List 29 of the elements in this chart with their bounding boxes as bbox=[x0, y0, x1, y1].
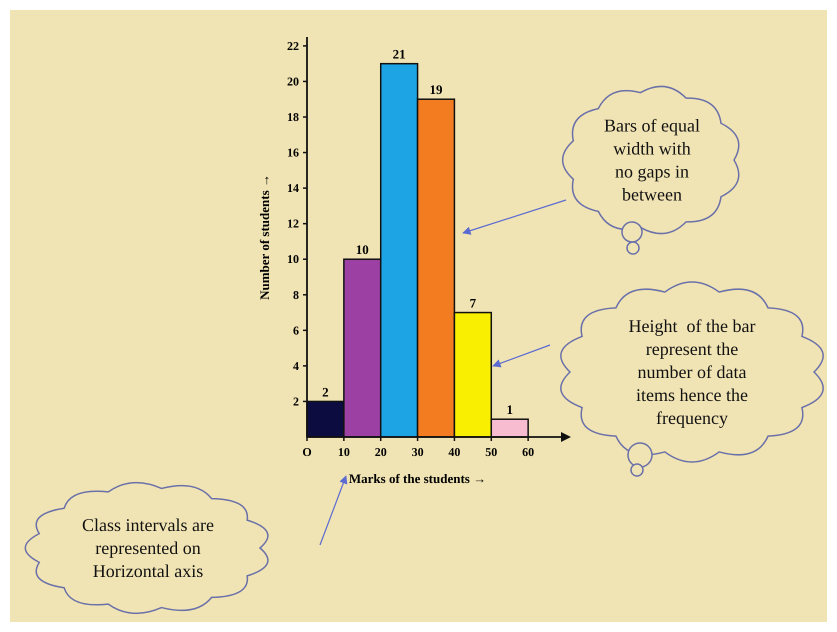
x-tick-label: O bbox=[302, 445, 312, 459]
data-label: 10 bbox=[356, 242, 369, 258]
y-tick-label: 2 bbox=[293, 394, 299, 408]
y-tick-label: 4 bbox=[293, 358, 299, 373]
text: Class intervals are represented on Horizontal axis bbox=[82, 515, 214, 581]
data-label: 7 bbox=[470, 296, 477, 311]
y-tick-label: 18 bbox=[287, 110, 299, 124]
y-tick-label: 20 bbox=[287, 74, 299, 88]
data-label: 21 bbox=[392, 46, 406, 62]
y-axis-title: Number of students → bbox=[257, 174, 272, 300]
x-tick-label: 30 bbox=[412, 445, 424, 459]
y-tick-label: 8 bbox=[293, 288, 299, 302]
y-tick-label: 16 bbox=[287, 146, 299, 160]
y-tick-label: 22 bbox=[287, 38, 299, 53]
x-tick-label: 10 bbox=[338, 445, 350, 459]
x-tick-label: 50 bbox=[485, 445, 498, 459]
text: Bars of equal width with no gaps in between bbox=[604, 116, 700, 204]
x-axis-title: Marks of the students → bbox=[348, 471, 486, 486]
x-tick-label: 40 bbox=[448, 445, 460, 459]
y-tick-label: 10 bbox=[287, 252, 299, 266]
y-tick-label: 6 bbox=[293, 323, 299, 338]
x-tick-label: 20 bbox=[374, 445, 387, 459]
data-label: 2 bbox=[322, 384, 329, 400]
data-label: 19 bbox=[430, 82, 443, 98]
y-tick-label: 12 bbox=[287, 216, 299, 231]
y-tick-label: 14 bbox=[287, 181, 299, 196]
data-label: 1 bbox=[506, 402, 513, 418]
text: Height of the bar represent the number of data items hence the frequency bbox=[628, 316, 756, 428]
x-tick-label: 60 bbox=[522, 445, 534, 459]
